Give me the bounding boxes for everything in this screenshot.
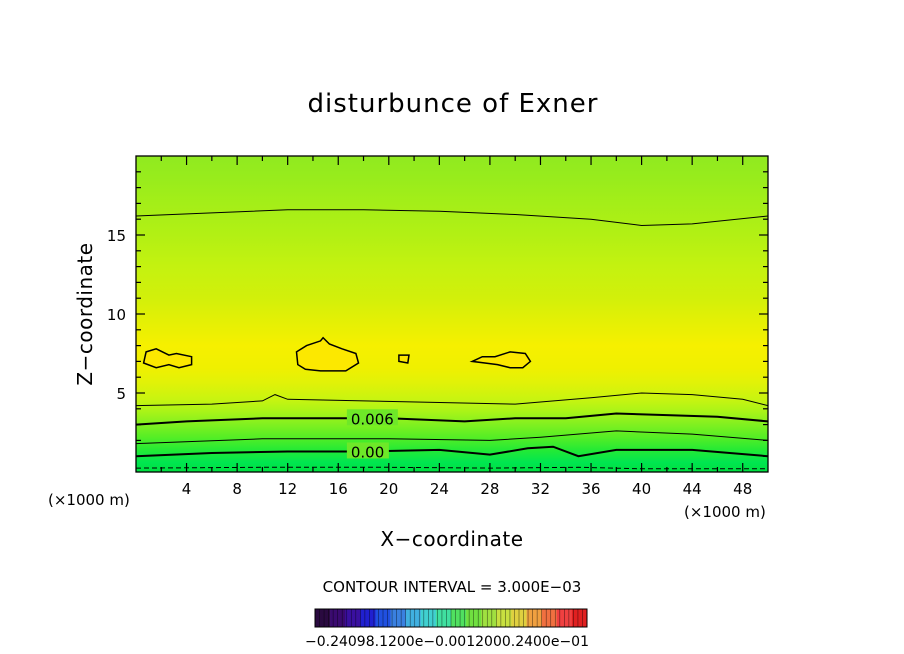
colorbar-swatch xyxy=(541,609,558,627)
y-tick-label: 10 xyxy=(107,306,126,324)
colorbar xyxy=(314,608,588,628)
contour-line xyxy=(136,412,768,426)
colorbar-frame xyxy=(314,608,588,628)
x-axis-label: X−coordinate xyxy=(380,527,523,551)
x-tick-label: 44 xyxy=(683,480,702,498)
y-axis-label: Z−coordinate xyxy=(73,242,97,385)
colorbar-swatch xyxy=(451,609,467,627)
contour-label-gap xyxy=(346,442,389,459)
colorbar-swatch xyxy=(345,609,361,627)
chart-title: disturbunce of Exner xyxy=(308,89,599,119)
heatmap-field xyxy=(136,156,768,472)
colorbar-labels: −0.24098.1200e−0.0012000.2400e−01 xyxy=(305,634,589,650)
y-tick-label: 15 xyxy=(107,227,126,245)
contour-label: 0.00 xyxy=(351,443,384,461)
x-tick-label: 16 xyxy=(329,480,348,498)
x-tick-label: 4 xyxy=(182,480,192,498)
colorbar-swatch xyxy=(571,609,588,627)
y-axis-unit: (×1000 m) xyxy=(48,491,130,509)
contour-line xyxy=(136,392,768,407)
colorbar-swatch xyxy=(360,609,376,627)
x-tick-label: 40 xyxy=(632,480,651,498)
contour-closed-line xyxy=(469,351,532,369)
colorbar-swatch xyxy=(496,609,512,627)
x-tick-label: 12 xyxy=(278,480,297,498)
x-tick-label: 28 xyxy=(480,480,499,498)
x-tick-label: 48 xyxy=(733,480,752,498)
contour-label-gap xyxy=(346,409,398,426)
contour-closed-line xyxy=(295,336,360,372)
contour-closed-line xyxy=(398,354,410,364)
x-tick-label: 24 xyxy=(430,480,449,498)
x-tick-label: 20 xyxy=(379,480,398,498)
x-axis-unit: (×1000 m) xyxy=(684,503,766,521)
colorbar-swatch xyxy=(526,609,542,627)
colorbar-swatch xyxy=(390,609,406,627)
contour-closed-line xyxy=(142,347,193,369)
x-tick-label: 32 xyxy=(531,480,550,498)
contour-label: 0.006 xyxy=(351,410,394,428)
colorbar-swatch xyxy=(481,609,497,627)
y-tick-label: 5 xyxy=(116,385,126,403)
contour-label-layer: 0.006 0.00 xyxy=(346,409,398,461)
colorbar-swatch xyxy=(435,609,452,627)
contour-interval-text: CONTOUR INTERVAL = 3.000E−03 xyxy=(323,578,582,596)
colorbar-swatch xyxy=(315,609,331,627)
colorbar-swatch xyxy=(405,609,422,627)
contour-line xyxy=(136,445,768,458)
x-tick-label: 8 xyxy=(232,480,242,498)
contour-line xyxy=(136,430,768,445)
x-tick-label: 36 xyxy=(581,480,600,498)
contour-line xyxy=(136,209,768,227)
